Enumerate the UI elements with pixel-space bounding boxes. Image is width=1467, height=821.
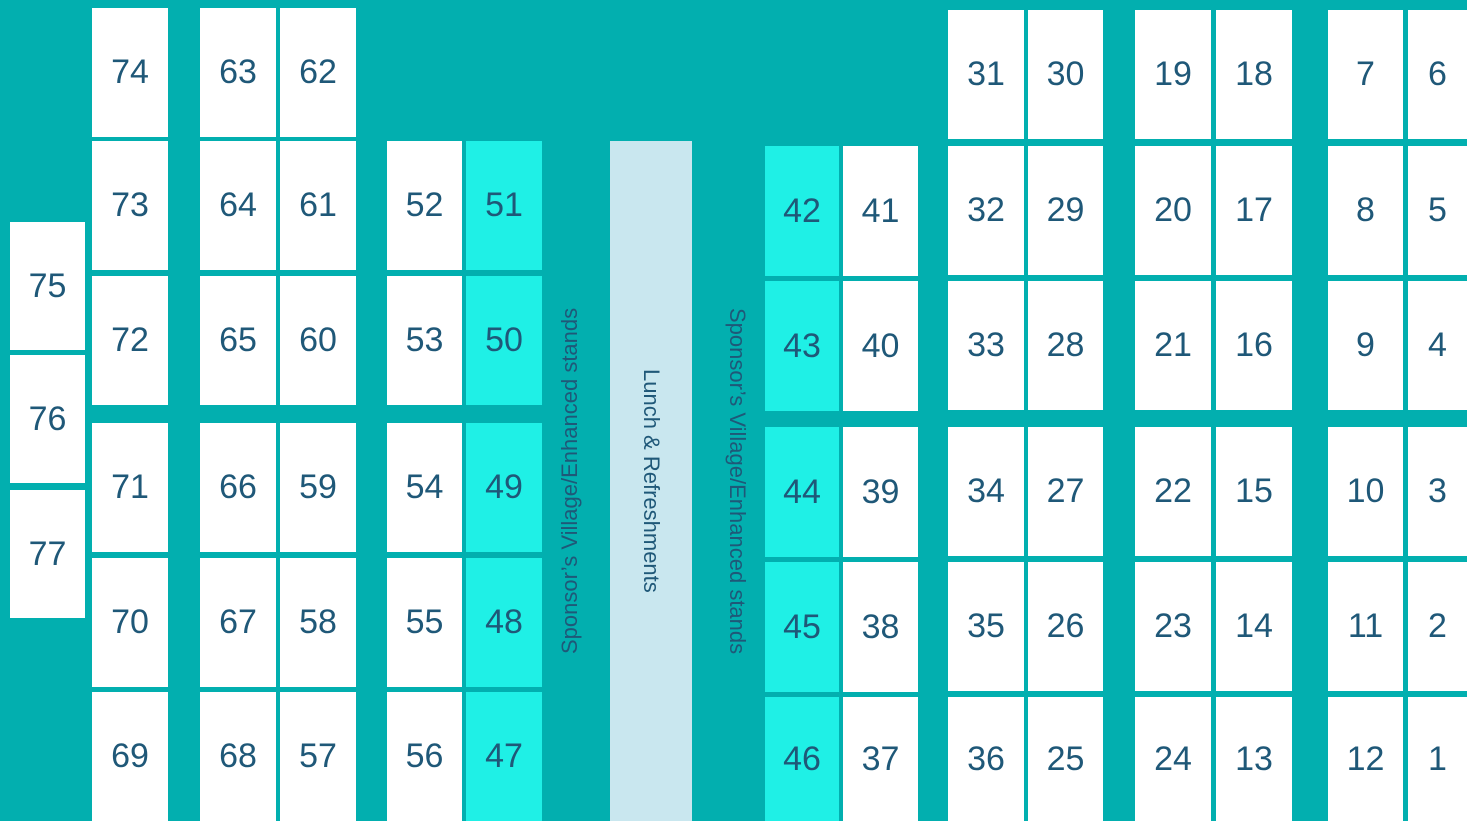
stand: 75 bbox=[10, 222, 85, 350]
stand: 68 bbox=[200, 692, 276, 821]
stand: 7 bbox=[1328, 10, 1403, 139]
stand: 20 bbox=[1135, 146, 1211, 275]
stand: 19 bbox=[1135, 10, 1211, 139]
stand: 56 bbox=[387, 692, 462, 821]
stand: 49 bbox=[466, 423, 542, 552]
stand: 33 bbox=[948, 281, 1024, 410]
stand: 61 bbox=[280, 141, 356, 270]
stand: 14 bbox=[1216, 562, 1292, 691]
stand: 28 bbox=[1028, 281, 1103, 410]
stand: 55 bbox=[387, 558, 462, 687]
stand: 73 bbox=[92, 141, 168, 270]
stand: 27 bbox=[1028, 427, 1103, 556]
stand: 69 bbox=[92, 692, 168, 821]
stand: 13 bbox=[1216, 697, 1292, 821]
stand: 6 bbox=[1408, 10, 1467, 139]
stand: 36 bbox=[948, 697, 1024, 821]
stand: 5 bbox=[1408, 146, 1467, 275]
stand: 47 bbox=[466, 692, 542, 821]
stand: 54 bbox=[387, 423, 462, 552]
stand: 38 bbox=[843, 562, 918, 692]
stand: 2 bbox=[1408, 562, 1467, 691]
stand: 39 bbox=[843, 427, 918, 557]
stand: 41 bbox=[843, 146, 918, 276]
stand: 64 bbox=[200, 141, 276, 270]
stand: 31 bbox=[948, 10, 1024, 139]
stand: 51 bbox=[466, 141, 542, 270]
stand: 8 bbox=[1328, 146, 1403, 275]
stand: 23 bbox=[1135, 562, 1211, 691]
stand: 15 bbox=[1216, 427, 1292, 556]
stand: 25 bbox=[1028, 697, 1103, 821]
stand: 24 bbox=[1135, 697, 1211, 821]
stand: 65 bbox=[200, 276, 276, 405]
stand: 43 bbox=[765, 281, 839, 411]
stand: 52 bbox=[387, 141, 462, 270]
sponsor-label: Sponsor’s Village/Enhanced stands bbox=[725, 307, 750, 655]
stand: 57 bbox=[280, 692, 356, 821]
stand: 60 bbox=[280, 276, 356, 405]
stand: 53 bbox=[387, 276, 462, 405]
stand: 30 bbox=[1028, 10, 1103, 139]
stand: 67 bbox=[200, 558, 276, 687]
stand: 12 bbox=[1328, 697, 1403, 821]
stand: 16 bbox=[1216, 281, 1292, 410]
stand: 35 bbox=[948, 562, 1024, 691]
stand: 18 bbox=[1216, 10, 1292, 139]
stand: 9 bbox=[1328, 281, 1403, 410]
stand: 29 bbox=[1028, 146, 1103, 275]
stand: 58 bbox=[280, 558, 356, 687]
stand: 76 bbox=[10, 355, 85, 483]
stand: 44 bbox=[765, 427, 839, 557]
stand: 46 bbox=[765, 697, 839, 821]
stand: 26 bbox=[1028, 562, 1103, 691]
stand: 3 bbox=[1408, 427, 1467, 556]
stand: 62 bbox=[280, 8, 356, 137]
stand: 59 bbox=[280, 423, 356, 552]
stand: 34 bbox=[948, 427, 1024, 556]
stand: 22 bbox=[1135, 427, 1211, 556]
stand: 10 bbox=[1328, 427, 1403, 556]
stand: 45 bbox=[765, 562, 839, 692]
stand: 37 bbox=[843, 697, 918, 821]
sponsor-label: Sponsor’s Village/Enhanced stands bbox=[557, 307, 582, 655]
stand: 70 bbox=[92, 558, 168, 687]
stand: 63 bbox=[200, 8, 276, 137]
stand: 77 bbox=[10, 490, 85, 618]
stand: 72 bbox=[92, 276, 168, 405]
stand: 17 bbox=[1216, 146, 1292, 275]
stand: 66 bbox=[200, 423, 276, 552]
lunch-area: Lunch & Refreshments bbox=[610, 141, 692, 821]
stand: 50 bbox=[466, 276, 542, 405]
stand: 48 bbox=[466, 558, 542, 687]
stand: 32 bbox=[948, 146, 1024, 275]
stand: 11 bbox=[1328, 562, 1403, 691]
stand: 40 bbox=[843, 281, 918, 411]
stand: 4 bbox=[1408, 281, 1467, 410]
stand: 74 bbox=[92, 8, 168, 137]
stand: 1 bbox=[1408, 697, 1467, 821]
stand: 42 bbox=[765, 146, 839, 276]
stand: 21 bbox=[1135, 281, 1211, 410]
stand: 71 bbox=[92, 423, 168, 552]
